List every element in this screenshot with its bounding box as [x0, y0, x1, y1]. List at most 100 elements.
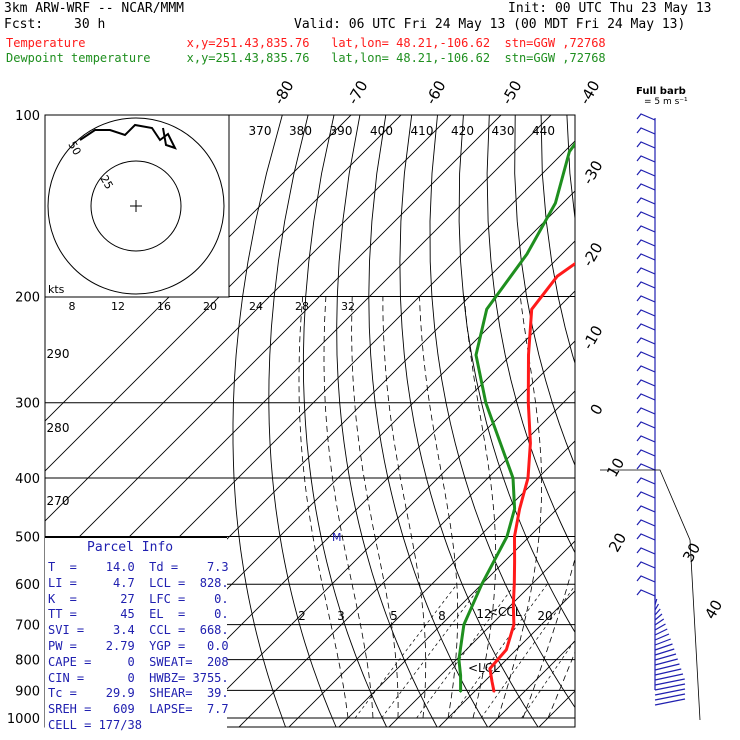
wind-barb: [636, 533, 656, 541]
temperature-point: [527, 477, 529, 479]
wind-barb: [636, 477, 656, 485]
dewpoint-point: [512, 477, 514, 479]
wind-barb: [636, 239, 656, 247]
dewpoint-point: [513, 508, 516, 510]
pressure-label: 600: [15, 578, 40, 593]
moist-adiabat-line: [323, 296, 374, 719]
wind-barb: [654, 633, 670, 641]
mixing-ratio-line: [354, 583, 458, 719]
dry-adiabat-line: [232, 115, 287, 727]
temperature-point: [527, 354, 530, 356]
wind-barb: [654, 673, 684, 681]
theta-label: 420: [451, 124, 474, 138]
barb-legend-title: Full barb: [636, 86, 686, 97]
wind-barbs: [600, 113, 701, 721]
isotherm-label: 30: [679, 540, 704, 566]
wind-barb: [654, 618, 665, 626]
temperature-point: [513, 583, 516, 585]
hodograph-ring-25: [90, 160, 182, 252]
valid-time: Valid: 06 UTC Fri 24 May 13 (00 MDT Fri …: [294, 17, 686, 32]
isotherm-line: [585, 115, 740, 731]
wind-barb: [636, 127, 656, 135]
isotherm-label: 40: [701, 597, 726, 623]
wind-barb: [636, 589, 656, 597]
pressure-label: 900: [15, 684, 40, 699]
hodograph-ring-50: [47, 117, 225, 295]
dry-adiabat-line: [671, 115, 740, 731]
dry-adiabat-line: [336, 115, 438, 727]
wind-barb: [636, 393, 656, 401]
pressure-label: 100: [15, 109, 40, 124]
dewpoint-point: [463, 623, 465, 626]
forecast-hour: 30 h: [74, 17, 106, 32]
parcel-info-row: PW = 2.79 YGP = 0.0: [48, 639, 229, 653]
wind-barb: [636, 519, 656, 527]
dewpoint-point: [485, 308, 488, 311]
wind-barb: [636, 281, 656, 289]
mixing-ratio-label: 8: [438, 609, 446, 623]
isotherm-label: -60: [422, 77, 450, 107]
theta-label: 370: [249, 124, 272, 138]
skew-frame-edge: [600, 469, 701, 721]
theta-label: 440: [532, 124, 555, 138]
hodograph: 25 50 kts: [44, 114, 230, 298]
isotherm-line: [388, 540, 575, 727]
mixing-ratio-label: 3: [337, 609, 345, 623]
temperature-point: [513, 535, 516, 538]
temperature-trace: [488, 261, 575, 693]
wind-barb: [654, 688, 686, 696]
dry-adiabat-line: [566, 115, 575, 223]
moist-adiabat-line: [382, 296, 427, 719]
isotherm-line: [45, 115, 552, 622]
wind-barb: [636, 407, 656, 415]
temperature-point: [625, 212, 627, 214]
dry-adiabat-line: [722, 115, 740, 731]
wind-barb: [636, 267, 656, 275]
wind-barb: [636, 463, 656, 471]
theta-label: 380: [289, 124, 312, 138]
wind-barb: [654, 663, 680, 671]
moist-adiabat-line: [298, 296, 349, 719]
pressure-label: 700: [15, 619, 40, 634]
parcel-info-row: CIN = 0 HWBZ= 3755.: [48, 670, 229, 685]
wind-barb: [636, 323, 656, 331]
isotherm-label: 0: [586, 401, 606, 418]
moist-adiabat-line: [547, 651, 575, 719]
pressure-label: 300: [15, 397, 40, 412]
wind-barb: [636, 561, 656, 569]
isotherm-label: 20: [605, 530, 630, 556]
dewpoint-point: [485, 401, 487, 404]
temperature-point: [505, 648, 508, 651]
parcel-info-title: Parcel Info: [87, 540, 174, 555]
dewpoint-trace: [457, 141, 575, 692]
wind-barb: [654, 638, 671, 646]
temperature-point: [513, 623, 515, 626]
isotherm-line: [538, 690, 575, 727]
wind-barb: [636, 295, 656, 303]
legend-dewpoint: Dewpoint temperature x,y=251.43,835.76 l…: [6, 51, 606, 65]
isotherm-line: [488, 640, 575, 727]
wind-barb: [654, 598, 658, 606]
wind-barb: [636, 351, 656, 359]
dewpoint-point: [506, 535, 508, 538]
dry-adiabat-line: [458, 115, 575, 634]
wind-barb: [654, 668, 682, 676]
wind-barb: [636, 141, 656, 149]
hodograph-axis-label: 32: [341, 300, 355, 313]
hodograph-axis-label: 28: [295, 300, 309, 313]
temperature-point: [512, 604, 515, 606]
wind-barb: [636, 155, 656, 163]
pressure-label: 200: [15, 291, 40, 306]
wind-barb: [636, 365, 656, 373]
parcel-info-row: Tc = 29.9 SHEAR= 39.: [48, 686, 229, 701]
theta-label: 390: [330, 124, 353, 138]
wind-barb: [654, 603, 660, 611]
isotherm-label: -20: [579, 239, 607, 269]
hodograph-axis-label: 16: [157, 300, 171, 313]
isotherm-label: -30: [579, 157, 607, 187]
isotherm-line: [635, 115, 740, 731]
temperature-point: [677, 173, 679, 175]
moist-adiabat-line: [497, 296, 542, 719]
isotherm-label: -70: [344, 77, 372, 107]
isotherm-label: -50: [498, 77, 526, 107]
